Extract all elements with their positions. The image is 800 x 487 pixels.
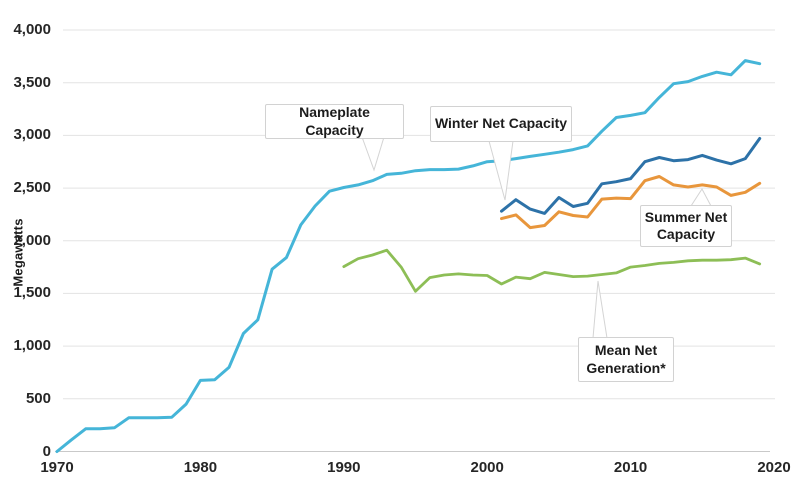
pointer-winter-net-capacity [488,140,514,201]
y-tick-label: 500 [25,389,51,407]
y-tick-label: 3,000 [13,126,51,144]
callout-mean-net-generation: Mean Net Generation* [578,337,674,382]
y-tick-label: 1,500 [13,284,51,302]
series-line-nameplate-capacity [55,59,762,453]
callout-nameplate-capacity: Nameplate Capacity [265,104,404,139]
x-tick-label: 2010 [613,459,648,476]
y-tick-label: 2,500 [13,179,51,197]
y-tick-label: 1,000 [13,337,51,355]
x-tick-label: 2000 [470,459,504,476]
series-line-summer-net-capacity [500,175,762,230]
pointer-mean-net-generation [592,280,608,339]
y-tick-label: 0 [42,442,51,460]
callout-winter-net-capacity: Winter Net Capacity [430,106,572,142]
pointer-nameplate-capacity [361,136,385,172]
y-tick-label: 4,000 [13,21,51,38]
y-tick-label: 2,000 [13,231,51,249]
pointer-summer-net-capacity [690,188,712,207]
y-axis-title: Megawatts [10,218,26,287]
x-tick-label: 1970 [40,459,74,476]
y-tick-label: 3,500 [13,73,51,91]
x-tick-label: 1980 [183,459,218,476]
callout-summer-net-capacity: Summer Net Capacity [640,205,732,247]
series-line-mean-net-generation [342,248,762,293]
x-tick-label: 1990 [327,459,361,476]
series-line-winter-net-capacity [500,137,762,215]
x-tick-label: 2020 [757,459,791,476]
